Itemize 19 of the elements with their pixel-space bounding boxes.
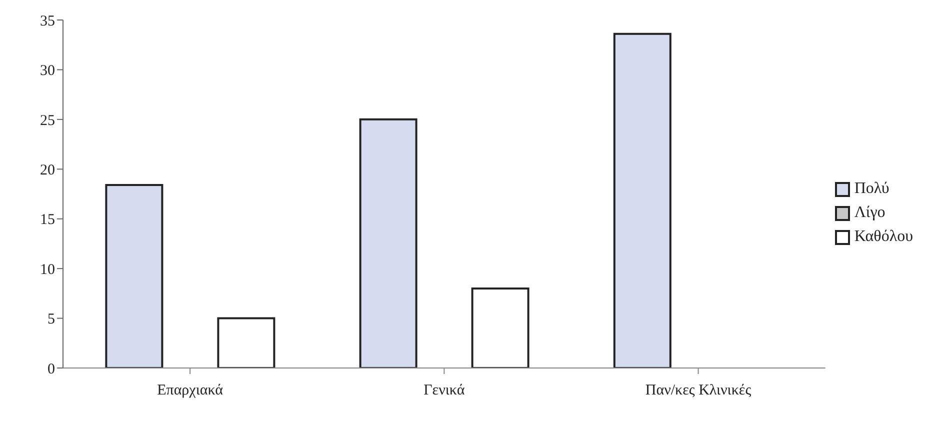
y-tick-label: 15 xyxy=(40,212,55,228)
x-tick-label: Επαρχιακά xyxy=(157,382,224,399)
legend-label: Λίγο xyxy=(854,204,886,222)
y-tick-label: 0 xyxy=(48,361,55,378)
bar xyxy=(613,32,672,368)
bar xyxy=(471,287,530,368)
y-tick-label: 5 xyxy=(48,312,55,328)
bar xyxy=(105,184,164,368)
bar xyxy=(217,317,276,368)
y-tick-label: 25 xyxy=(40,112,55,129)
y-tick-label: 10 xyxy=(40,262,55,278)
bar xyxy=(359,118,418,368)
y-tick-label: 35 xyxy=(40,13,55,30)
x-tick-label: Γενικά xyxy=(424,382,465,399)
legend-label: Καθόλου xyxy=(854,228,913,246)
x-tick-label: Παν/κες Κλινικές xyxy=(645,382,752,399)
legend-label: Πολύ xyxy=(854,180,890,198)
y-tick-label: 30 xyxy=(40,63,55,80)
y-tick-label: 20 xyxy=(40,162,55,178)
